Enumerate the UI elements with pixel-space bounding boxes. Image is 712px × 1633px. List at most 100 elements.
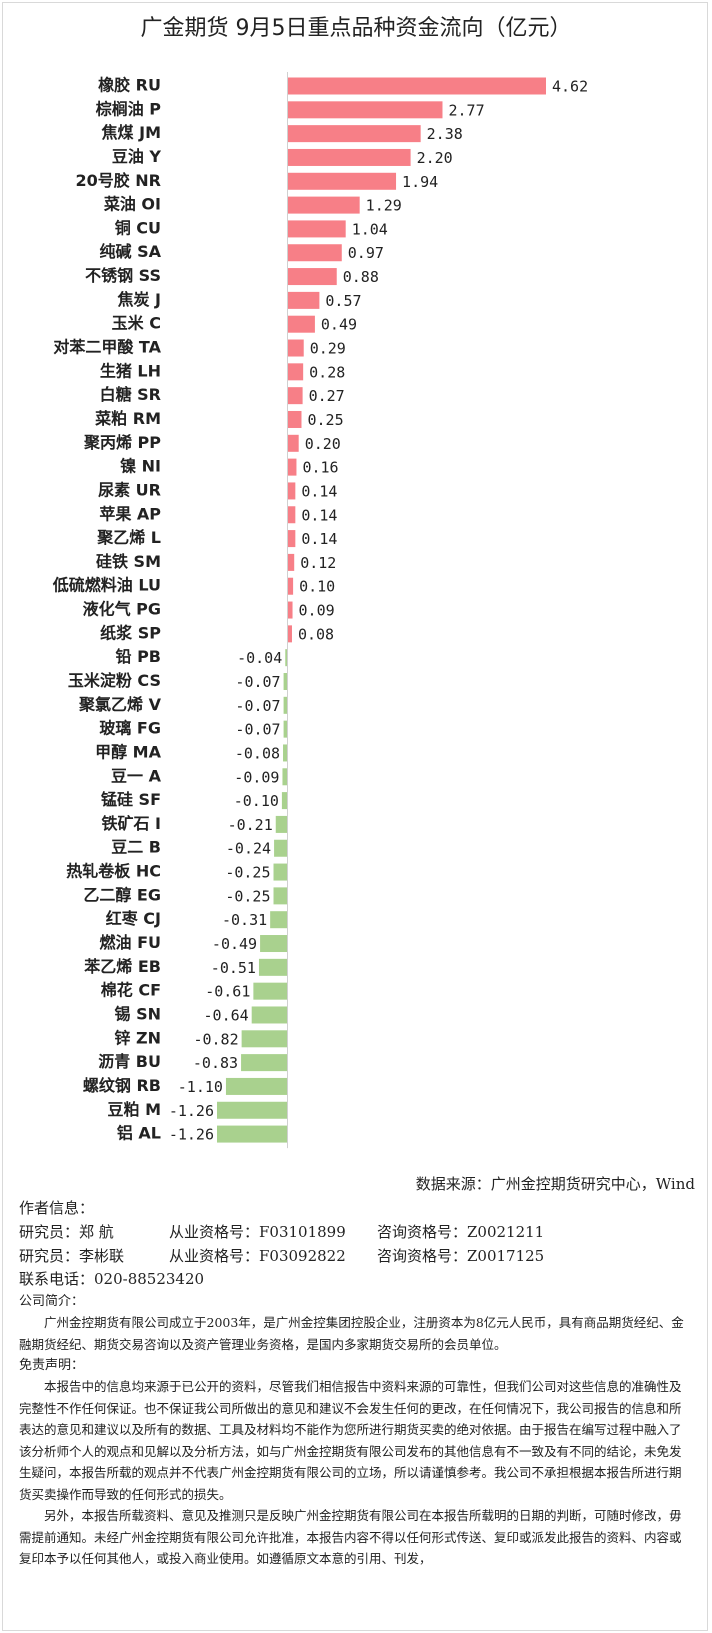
author-heading: 作者信息： [19,1199,95,1217]
value-label: -1.10 [178,1078,223,1096]
value-label: 0.49 [321,316,357,334]
value-label: 0.10 [299,578,335,596]
bar [287,125,421,143]
value-label: -0.07 [235,697,280,715]
value-label: 0.27 [309,387,345,405]
bar [287,410,302,428]
value-label: -0.09 [234,768,279,786]
value-label: 2.20 [417,149,453,167]
value-label: 0.14 [301,482,337,500]
bar [287,506,296,524]
value-label: -0.25 [225,864,270,882]
value-label: 0.28 [309,363,345,381]
category-label: 锰硅 SF [101,790,161,809]
bar [273,863,288,881]
value-label: 0.16 [302,459,338,477]
value-label: -0.08 [235,744,280,762]
bar [287,172,397,190]
category-label: 菜油 OI [103,195,161,214]
bar [283,744,288,762]
license: 从业资格号：F03092822 [169,1247,346,1265]
bar [287,101,443,119]
category-label: 螺纹钢 RB [83,1076,161,1095]
value-label: -0.21 [228,816,273,834]
researcher: 研究员：郑 航 从业资格号：F03101899 咨询资格号：Z0021211 [19,1220,691,1244]
value-label: 0.14 [301,506,337,524]
bar [287,363,304,381]
value-label: 4.62 [552,78,588,96]
category-label: 红枣 CJ [106,909,161,928]
value-label: 0.97 [348,244,384,262]
value-label: -0.07 [235,721,280,739]
category-label: 甲醇 MA [95,742,161,761]
value-label: 0.09 [299,602,335,620]
value-label: -0.10 [234,792,279,810]
category-label: 豆粕 M [108,1100,162,1119]
value-label: 2.77 [448,101,484,119]
category-label: 聚氯乙烯 V [78,695,162,714]
category-label: 铅 PB [116,647,162,666]
license: 从业资格号：F03101899 [169,1223,346,1241]
name: 研究员：李彬联 [19,1247,125,1265]
bar [241,1054,288,1072]
category-label: 铜 CU [115,218,161,237]
value-label: -0.07 [235,673,280,691]
phone: 联系电话：020-88523420 [19,1270,205,1288]
researcher: 研究员：李彬联 从业资格号：F03092822 咨询资格号：Z0017125 [19,1244,691,1268]
category-label: 纯碱 SA [100,242,162,261]
chart-title: 广金期货 9月5日重点品种资金流向（亿元） [141,16,572,41]
category-label: 苹果 AP [99,504,161,523]
bar [287,601,293,619]
category-label: 不锈钢 SS [85,266,161,285]
value-label: 0.08 [298,625,334,643]
bar [287,625,292,643]
category-label: 玉米淀粉 CS [68,671,161,690]
category-label: 棕榈油 P [96,99,162,118]
bar [217,1101,288,1119]
bar [283,696,288,714]
footer: 数据来源：广州金控期货研究中心，Wind 作者信息： 研究员：郑 航从业资格号：… [19,1171,695,1570]
category-label: 锌 ZN [114,1028,161,1047]
value-label: 2.38 [427,125,463,143]
category-label: 橡胶 RU [98,76,161,95]
category-label: 焦煤 JM [101,123,161,142]
category-label: 生猪 LH [100,361,161,380]
bar [287,268,337,286]
name: 研究员：郑 航 [19,1223,114,1241]
category-label: 镍 NI [120,457,161,476]
bar [287,220,346,238]
value-label: -0.04 [237,649,282,667]
value-label: -0.31 [222,911,267,929]
bar [275,815,288,833]
category-label: 豆二 B [111,838,161,857]
bar [274,839,288,857]
category-label: 白糖 SR [100,385,161,404]
category-label: 玉米 C [112,314,161,333]
bar [287,458,297,476]
value-label: 1.29 [366,197,402,215]
disclaimer-text: 本报告中的信息均来源于已公开的资料，尽管我们相信报告中资料来源的可靠性，但我们公… [19,1379,682,1502]
value-label: 0.29 [310,340,346,358]
bar [282,768,288,786]
value-label: 0.25 [307,411,343,429]
value-label: -0.83 [193,1054,238,1072]
category-label: 锡 SN [115,1004,162,1023]
bar [258,958,288,976]
bar [287,530,296,548]
consult: 咨询资格号：Z0021211 [377,1223,545,1241]
category-label: 燃油 FU [100,933,162,952]
bar [287,553,295,571]
category-label: 对苯二甲酸 TA [53,338,161,357]
bar [287,196,360,214]
bar [217,1125,288,1143]
value-label: -1.26 [169,1102,214,1120]
bar [253,982,288,1000]
category-label: 聚乙烯 L [96,528,161,547]
value-label: -0.64 [204,1006,249,1024]
category-label: 硅铁 SM [96,552,161,571]
category-label: 豆油 Y [112,147,162,166]
bar [287,434,299,452]
bar [251,1006,288,1024]
category-label: 焦炭 J [116,290,161,309]
bar [287,77,546,95]
